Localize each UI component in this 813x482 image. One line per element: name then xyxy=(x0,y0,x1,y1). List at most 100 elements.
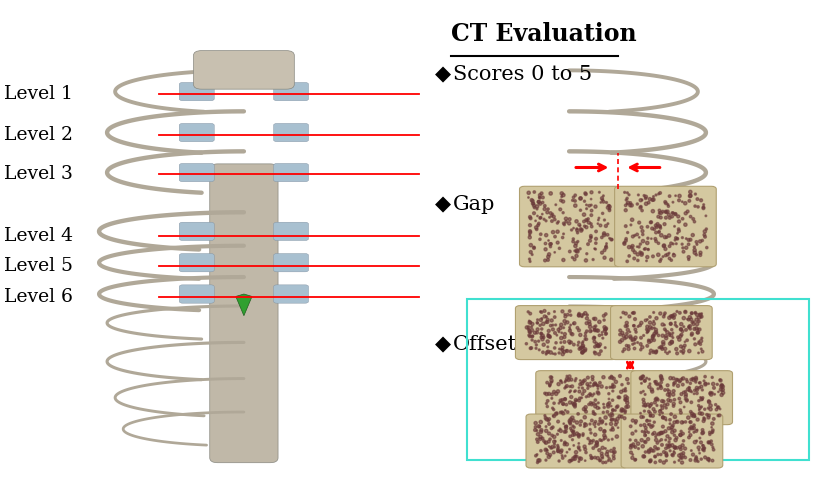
Point xyxy=(589,431,602,439)
Point xyxy=(607,383,620,390)
Point xyxy=(580,223,593,231)
Point xyxy=(684,387,697,394)
Point xyxy=(594,199,607,206)
Point xyxy=(540,427,553,435)
Point xyxy=(641,246,654,254)
Point xyxy=(597,408,610,416)
Point xyxy=(551,447,564,455)
Point xyxy=(684,236,697,243)
Point xyxy=(544,374,557,381)
Point xyxy=(546,350,559,358)
Point xyxy=(606,396,619,404)
Point xyxy=(697,446,710,454)
Point xyxy=(668,443,681,451)
Point xyxy=(627,309,640,317)
Point xyxy=(669,436,682,444)
Point xyxy=(566,331,579,338)
Point xyxy=(572,312,585,320)
Point xyxy=(539,240,552,247)
Point xyxy=(685,388,698,396)
Point xyxy=(602,457,615,465)
Point xyxy=(585,399,598,407)
Point xyxy=(616,348,629,355)
Point xyxy=(667,314,680,322)
Point xyxy=(592,327,605,335)
Point xyxy=(689,340,702,348)
Point xyxy=(534,230,547,238)
Point xyxy=(563,219,576,227)
Point xyxy=(698,405,711,413)
Point xyxy=(529,217,542,225)
Point xyxy=(568,197,581,205)
Point xyxy=(520,340,533,348)
Point xyxy=(529,345,542,352)
Point xyxy=(683,425,696,433)
Point xyxy=(693,251,706,259)
Point xyxy=(556,234,569,241)
Point xyxy=(695,383,708,390)
Point xyxy=(642,338,655,346)
Point xyxy=(691,329,704,336)
Point xyxy=(533,191,546,199)
Point xyxy=(641,234,654,242)
Point xyxy=(672,334,685,341)
Point xyxy=(695,345,708,353)
Point xyxy=(584,452,597,459)
Point xyxy=(563,445,576,453)
Point xyxy=(541,208,554,216)
Point xyxy=(540,350,553,358)
Point xyxy=(607,375,620,383)
Point xyxy=(537,437,550,445)
Point xyxy=(569,452,582,460)
Text: Level 1: Level 1 xyxy=(4,85,73,103)
Point xyxy=(551,448,564,455)
Point xyxy=(671,349,684,357)
Point xyxy=(568,403,581,411)
Point xyxy=(665,425,678,433)
Point xyxy=(684,188,697,196)
Point xyxy=(572,384,585,391)
Point xyxy=(620,257,633,265)
Point xyxy=(572,431,585,439)
Point xyxy=(636,343,649,351)
Point xyxy=(687,376,700,384)
Text: Level 2: Level 2 xyxy=(4,126,73,144)
Text: CT Evaluation: CT Evaluation xyxy=(451,22,637,46)
Point xyxy=(709,401,722,409)
Point xyxy=(641,417,654,425)
Point xyxy=(572,440,585,447)
Point xyxy=(583,318,596,325)
Point xyxy=(587,408,600,415)
Point xyxy=(560,375,573,383)
Point xyxy=(576,390,589,398)
Point xyxy=(672,382,685,389)
Point xyxy=(593,446,606,454)
Point xyxy=(676,430,689,438)
Point xyxy=(570,217,583,225)
Point xyxy=(581,385,594,392)
Point xyxy=(524,310,537,318)
Point xyxy=(665,332,678,339)
Point xyxy=(628,336,641,344)
Point xyxy=(654,382,667,389)
Point xyxy=(644,412,657,420)
Point xyxy=(598,344,611,351)
Point xyxy=(696,426,709,434)
Point xyxy=(634,204,647,212)
Point xyxy=(585,201,598,209)
Point xyxy=(716,383,729,390)
Point xyxy=(584,420,597,428)
Point xyxy=(556,308,569,315)
Point xyxy=(706,429,719,437)
Point xyxy=(653,207,666,214)
Point xyxy=(695,310,708,318)
Point xyxy=(679,200,692,207)
Point xyxy=(655,441,668,449)
Point xyxy=(682,255,695,263)
Point xyxy=(583,440,596,448)
Point xyxy=(654,372,667,380)
Point xyxy=(541,318,554,326)
Point xyxy=(645,423,658,431)
Point xyxy=(688,428,701,436)
Point xyxy=(523,327,536,335)
